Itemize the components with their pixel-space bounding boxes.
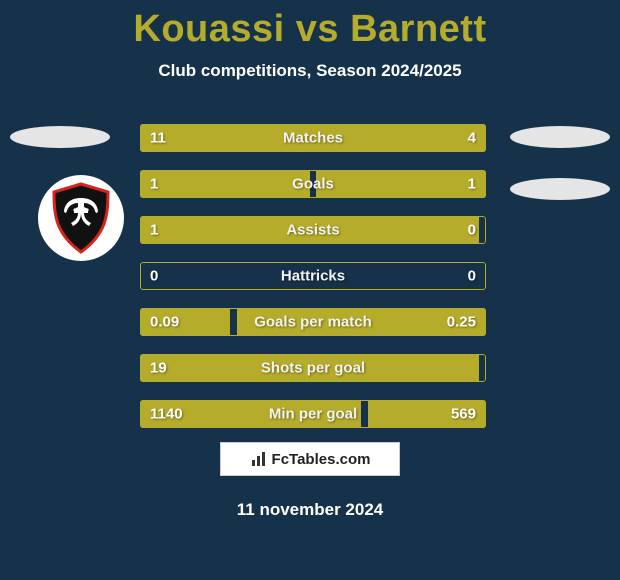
bar-value-left: 1140: [150, 406, 183, 423]
bar-value-right: 0: [468, 222, 476, 239]
player-left-avatar-placeholder: [10, 126, 110, 148]
stat-bar: 19 Shots per goal: [140, 354, 486, 382]
stat-bar: 11 Matches 4: [140, 124, 486, 152]
stat-bar: 1 Goals 1: [140, 170, 486, 198]
bar-label: Min per goal: [269, 406, 357, 423]
stat-bar: 0 Hattricks 0: [140, 262, 486, 290]
bar-value-left: 19: [150, 360, 167, 377]
page-subtitle: Club competitions, Season 2024/2025: [0, 61, 620, 81]
player-right-avatar-placeholder-2: [510, 178, 610, 200]
bar-value-right: 1: [468, 176, 476, 193]
player-right-avatar-placeholder-1: [510, 126, 610, 148]
attribution-badge: FcTables.com: [220, 442, 400, 476]
date-label: 11 november 2024: [0, 500, 620, 520]
bar-label: Assists: [286, 222, 339, 239]
bar-label: Hattricks: [281, 268, 345, 285]
bar-value-left: 0.09: [150, 314, 179, 331]
attribution-text: FcTables.com: [272, 451, 371, 468]
stat-bar: 1140 Min per goal 569: [140, 400, 486, 428]
bar-fill-left: [140, 170, 310, 198]
team-crest: [38, 175, 124, 261]
bar-label: Matches: [283, 130, 343, 147]
bar-value-left: 11: [150, 130, 166, 147]
bar-value-left: 0: [150, 268, 158, 285]
bar-value-left: 1: [150, 222, 158, 239]
chart-icon: [250, 450, 268, 468]
bar-value-right: 0.25: [447, 314, 476, 331]
bar-value-right: 569: [451, 406, 476, 423]
bar-label: Goals: [292, 176, 334, 193]
stat-bar: 1 Assists 0: [140, 216, 486, 244]
bar-label: Goals per match: [254, 314, 372, 331]
bar-value-right: 4: [468, 130, 476, 147]
bar-label: Shots per goal: [261, 360, 365, 377]
shield-shape: [54, 184, 108, 252]
page-title: Kouassi vs Barnett: [0, 0, 620, 51]
stat-bar: 0.09 Goals per match 0.25: [140, 308, 486, 336]
shield-icon: [50, 182, 112, 254]
bar-value-left: 1: [150, 176, 158, 193]
comparison-bars: 11Matches41Goals11Assists00Hattricks00.0…: [140, 124, 486, 446]
bar-value-right: 0: [468, 268, 476, 285]
bar-fill-right: [316, 170, 486, 198]
